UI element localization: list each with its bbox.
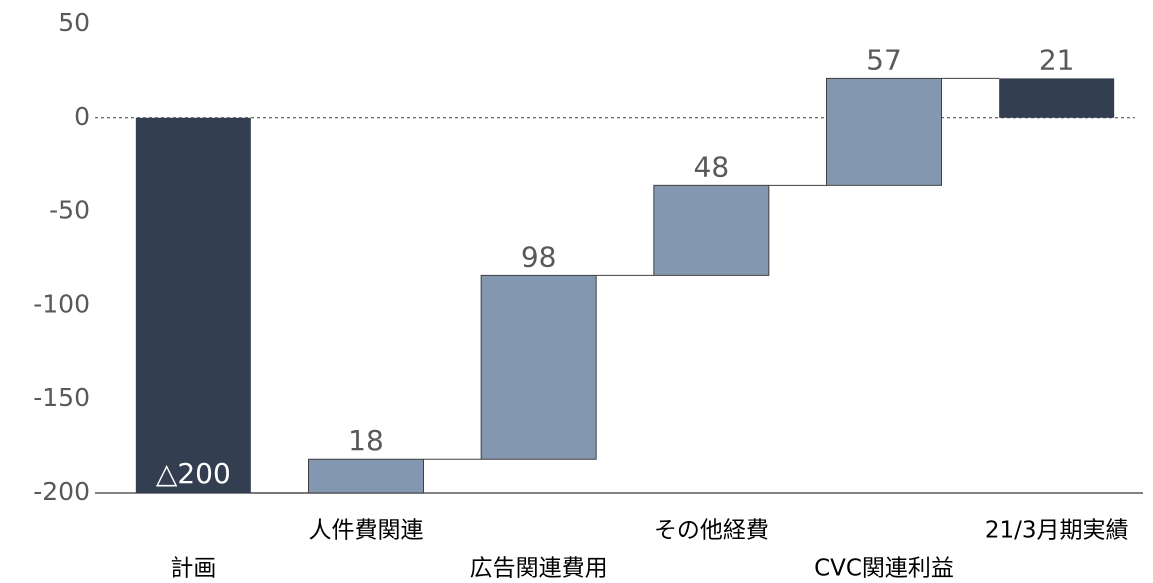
y-tick-label: -100 [33,289,90,318]
bar [653,184,770,276]
value-label: 98 [521,240,557,273]
x-tick-label: 広告関連費用 [470,556,608,582]
bar [308,458,424,494]
y-tick-label: -150 [33,383,90,412]
x-tick-label: 計画 [170,556,216,582]
bar [999,78,1115,118]
x-tick-label: 人件費関連 [309,518,424,544]
x-tick-label: CVC関連利益 [814,556,954,582]
y-tick-label: 0 [74,102,90,131]
bar [826,77,942,186]
value-label: 18 [348,424,384,457]
bar [135,117,251,494]
value-label: 57 [866,43,902,76]
x-tick-label: その他経費 [654,518,769,544]
y-tick-label: -200 [33,477,90,506]
x-tick-label: 21/3月期実績 [985,518,1129,544]
value-label: 48 [694,150,730,183]
bar [480,274,597,460]
value-label: 21 [1039,43,1075,76]
y-tick-label: -50 [49,196,90,225]
y-tick-label: 50 [58,8,90,37]
value-label: △200 [156,457,231,490]
